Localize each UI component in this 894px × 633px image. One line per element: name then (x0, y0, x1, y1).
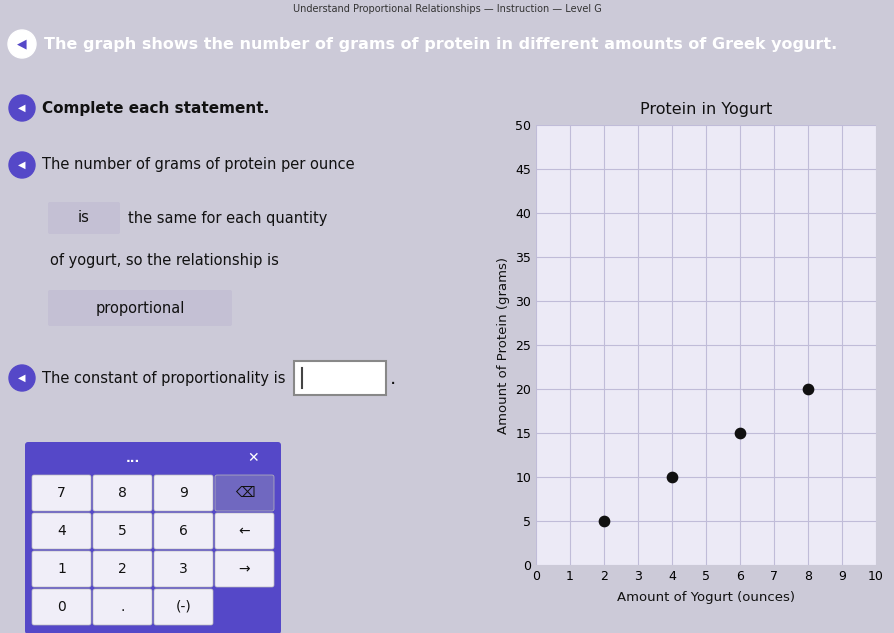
Text: The number of grams of protein per ounce: The number of grams of protein per ounce (42, 158, 355, 173)
FancyBboxPatch shape (93, 589, 152, 625)
FancyBboxPatch shape (93, 513, 152, 549)
Text: The graph shows the number of grams of protein in different amounts of Greek yog: The graph shows the number of grams of p… (44, 37, 838, 51)
FancyBboxPatch shape (32, 551, 91, 587)
Text: ⌫: ⌫ (235, 486, 254, 500)
FancyBboxPatch shape (215, 513, 274, 549)
Circle shape (8, 30, 36, 58)
Text: 7: 7 (57, 486, 66, 500)
X-axis label: Amount of Yogurt (ounces): Amount of Yogurt (ounces) (617, 591, 795, 604)
Circle shape (9, 365, 35, 391)
FancyBboxPatch shape (93, 551, 152, 587)
FancyBboxPatch shape (154, 513, 213, 549)
Text: 0: 0 (57, 600, 66, 614)
Circle shape (9, 152, 35, 178)
FancyBboxPatch shape (48, 202, 120, 234)
Y-axis label: Amount of Protein (grams): Amount of Protein (grams) (496, 256, 510, 434)
FancyBboxPatch shape (154, 551, 213, 587)
Text: 5: 5 (118, 524, 127, 538)
Text: ◀: ◀ (18, 160, 26, 170)
Text: ✕: ✕ (247, 451, 258, 465)
Text: ◀: ◀ (18, 373, 26, 383)
FancyBboxPatch shape (32, 513, 91, 549)
FancyBboxPatch shape (25, 442, 281, 633)
Circle shape (9, 95, 35, 121)
Text: 1: 1 (57, 562, 66, 576)
FancyBboxPatch shape (215, 475, 274, 511)
Text: ◀: ◀ (18, 103, 26, 113)
FancyBboxPatch shape (215, 551, 274, 587)
Point (733, 428, 747, 438)
Text: →: → (239, 562, 250, 576)
FancyBboxPatch shape (32, 589, 91, 625)
Text: 3: 3 (179, 562, 188, 576)
Point (801, 384, 815, 394)
Text: .: . (121, 600, 124, 614)
Text: 2: 2 (118, 562, 127, 576)
FancyBboxPatch shape (294, 361, 386, 395)
Text: 4: 4 (57, 524, 66, 538)
Text: 8: 8 (118, 486, 127, 500)
Title: Protein in Yogurt: Protein in Yogurt (640, 102, 772, 117)
Text: 9: 9 (179, 486, 188, 500)
FancyBboxPatch shape (154, 475, 213, 511)
Text: ◀: ◀ (17, 37, 27, 51)
Text: ...: ... (126, 451, 140, 465)
FancyBboxPatch shape (48, 290, 232, 326)
Text: the same for each quantity: the same for each quantity (128, 211, 327, 225)
Text: of yogurt, so the relationship is: of yogurt, so the relationship is (50, 253, 279, 268)
Text: Understand Proportional Relationships — Instruction — Level G: Understand Proportional Relationships — … (292, 4, 602, 14)
Point (665, 472, 679, 482)
FancyBboxPatch shape (93, 475, 152, 511)
Point (597, 516, 611, 526)
Text: (-): (-) (175, 600, 191, 614)
Text: 6: 6 (179, 524, 188, 538)
Text: The constant of proportionality is: The constant of proportionality is (42, 370, 285, 385)
FancyBboxPatch shape (32, 475, 91, 511)
FancyBboxPatch shape (154, 589, 213, 625)
Text: ←: ← (239, 524, 250, 538)
Text: .: . (390, 368, 396, 387)
Text: Complete each statement.: Complete each statement. (42, 101, 269, 115)
Text: is: is (78, 211, 90, 225)
Text: proportional: proportional (96, 301, 185, 315)
